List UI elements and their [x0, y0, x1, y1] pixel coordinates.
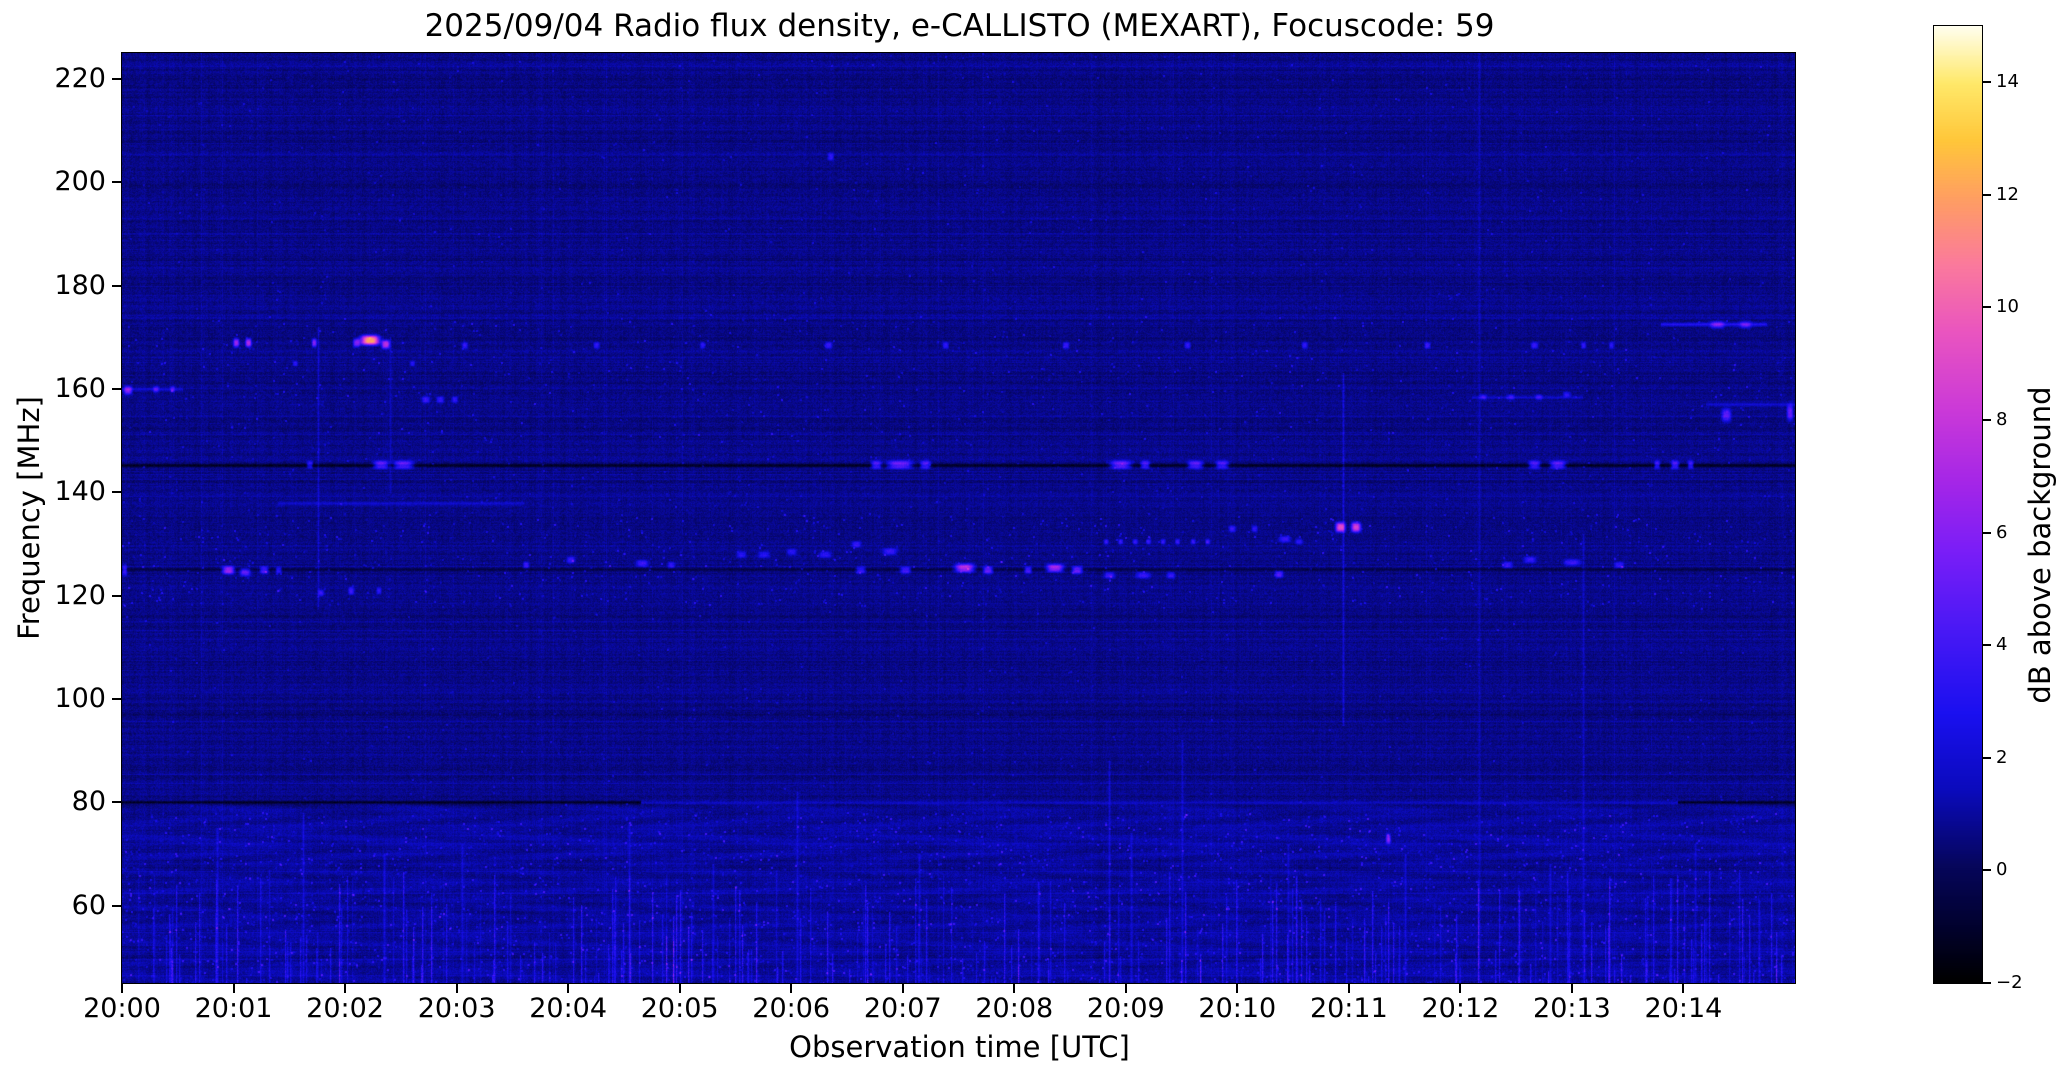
- x-tick-label: 20:10: [1198, 993, 1277, 1024]
- plot-area: [121, 52, 1796, 984]
- y-tick-label: 200: [54, 166, 106, 198]
- y-tick-mark: [112, 904, 121, 907]
- colorbar-tick-mark: [1983, 193, 1991, 196]
- y-tick-mark: [112, 181, 121, 184]
- x-tick-mark: [232, 984, 235, 993]
- colorbar-tick-mark: [1983, 419, 1991, 422]
- x-tick-mark: [1459, 984, 1462, 993]
- y-tick-label: 60: [71, 889, 106, 921]
- colorbar-tick-label: 14: [1996, 71, 2019, 93]
- colorbar-canvas: [1934, 26, 1982, 983]
- x-tick-mark: [1124, 984, 1127, 993]
- x-tick-label: 20:05: [640, 993, 719, 1024]
- y-tick-mark: [112, 387, 121, 390]
- colorbar-tick-label: 0: [1996, 859, 2008, 881]
- x-tick-label: 20:07: [863, 993, 942, 1024]
- colorbar-tick-mark: [1983, 81, 1991, 84]
- x-tick-mark: [901, 984, 904, 993]
- y-tick-label: 80: [71, 786, 106, 818]
- colorbar-tick-label: 10: [1996, 296, 2019, 318]
- colorbar-tick-mark: [1983, 531, 1991, 534]
- x-tick-mark: [1682, 984, 1685, 993]
- x-tick-mark: [1347, 984, 1350, 993]
- x-tick-label: 20:11: [1309, 993, 1388, 1024]
- colorbar-tick-label: 12: [1996, 183, 2019, 205]
- x-tick-mark: [1570, 984, 1573, 993]
- x-tick-label: 20:04: [529, 993, 608, 1024]
- colorbar: [1933, 25, 1983, 984]
- x-tick-mark: [121, 984, 123, 993]
- colorbar-tick-label: 2: [1996, 746, 2008, 768]
- chart-title: 2025/09/04 Radio flux density, e-CALLIST…: [424, 8, 1495, 44]
- colorbar-tick-mark: [1983, 869, 1991, 872]
- colorbar-label: dB above background: [2023, 386, 2057, 704]
- y-tick-mark: [112, 491, 121, 494]
- x-tick-mark: [344, 984, 347, 993]
- colorbar-tick-label: 4: [1996, 634, 2008, 656]
- y-tick-mark: [112, 801, 121, 804]
- x-tick-mark: [790, 984, 793, 993]
- colorbar-tick-mark: [1983, 982, 1991, 984]
- x-tick-label: 20:06: [752, 993, 831, 1024]
- y-tick-label: 140: [54, 476, 106, 508]
- y-tick-label: 100: [54, 682, 106, 714]
- colorbar-tick-label: 8: [1996, 409, 2008, 431]
- y-tick-mark: [112, 697, 121, 700]
- y-tick-label: 160: [54, 372, 106, 404]
- colorbar-tick-mark: [1983, 756, 1991, 759]
- colorbar-tick-mark: [1983, 644, 1991, 647]
- x-tick-mark: [455, 984, 458, 993]
- x-axis-label: Observation time [UTC]: [789, 1030, 1130, 1064]
- y-tick-mark: [112, 594, 121, 597]
- x-tick-mark: [567, 984, 570, 993]
- y-tick-mark: [112, 284, 121, 287]
- x-tick-label: 20:02: [306, 993, 384, 1024]
- y-tick-label: 120: [54, 579, 106, 611]
- x-tick-label: 20:09: [1086, 993, 1165, 1024]
- colorbar-tick-mark: [1983, 306, 1991, 309]
- x-tick-label: 20:00: [83, 993, 161, 1024]
- x-tick-label: 20:01: [194, 993, 273, 1024]
- x-tick-label: 20:13: [1533, 993, 1611, 1024]
- spectrogram-canvas: [122, 53, 1795, 983]
- x-tick-label: 20:12: [1421, 993, 1500, 1024]
- x-tick-label: 20:08: [975, 993, 1054, 1024]
- colorbar-tick-label: −2: [1996, 972, 2023, 993]
- x-tick-label: 20:14: [1644, 993, 1723, 1024]
- y-tick-label: 220: [54, 62, 106, 94]
- x-tick-mark: [1236, 984, 1239, 993]
- colorbar-tick-label: 6: [1996, 521, 2008, 543]
- y-tick-mark: [112, 77, 121, 80]
- y-tick-label: 180: [54, 269, 106, 301]
- x-tick-label: 20:03: [417, 993, 496, 1024]
- x-tick-mark: [1013, 984, 1016, 993]
- x-tick-mark: [678, 984, 681, 993]
